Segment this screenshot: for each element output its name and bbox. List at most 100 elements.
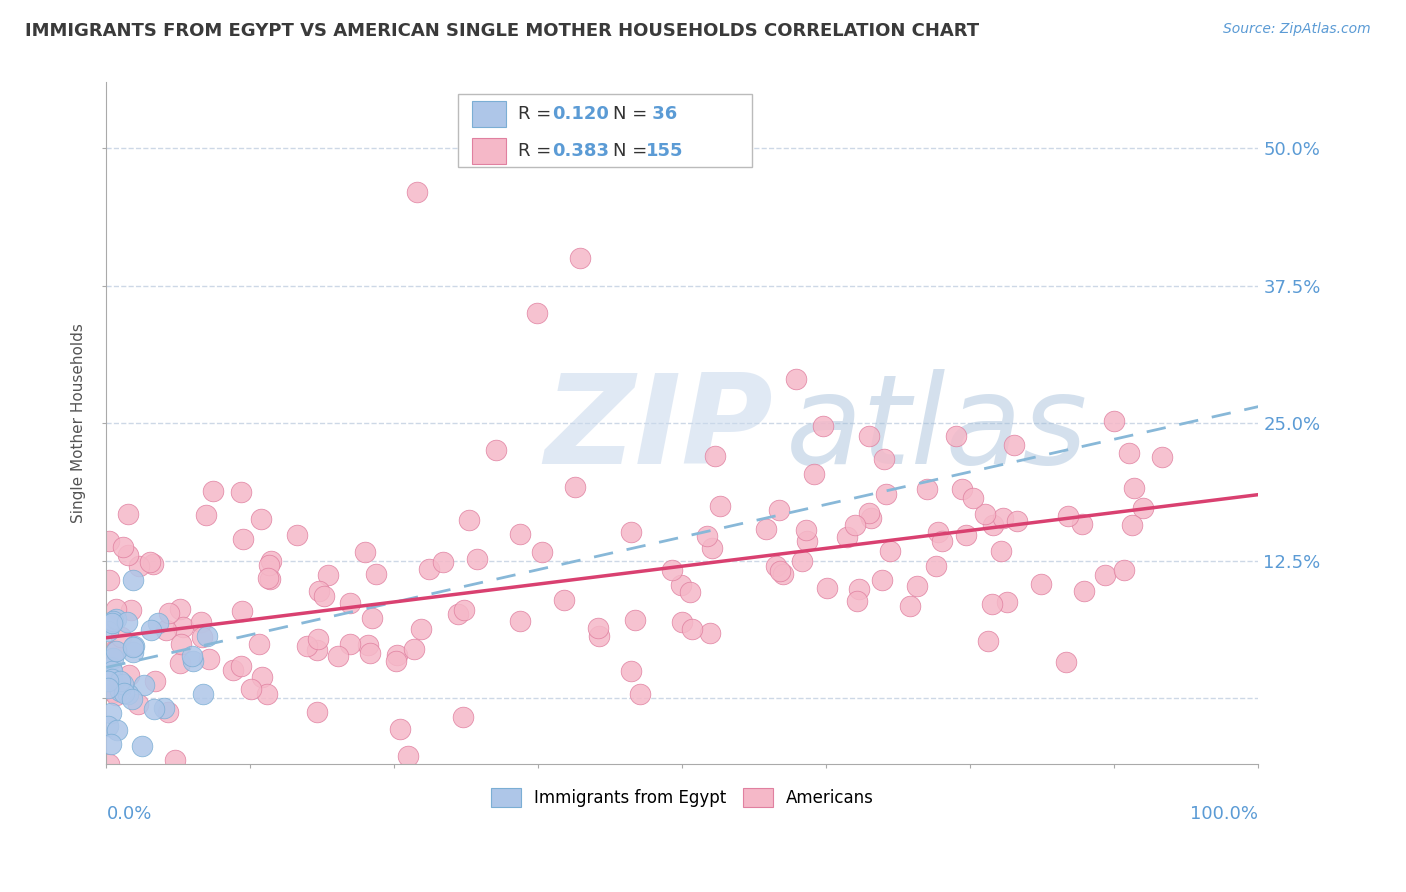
Point: [1150, 450, 1173, 464]
Point: [239, 682, 262, 697]
Point: [699, 625, 721, 640]
Point: [153, 701, 176, 715]
Point: [104, 689, 127, 703]
Text: IMMIGRANTS FROM EGYPT VS AMERICAN SINGLE MOTHER HOUSEHOLDS CORRELATION CHART: IMMIGRANTS FROM EGYPT VS AMERICAN SINGLE…: [25, 22, 980, 40]
Point: [316, 568, 339, 582]
Point: [898, 599, 921, 613]
Point: [447, 607, 470, 622]
Point: [112, 541, 135, 555]
Point: [1054, 655, 1077, 669]
Point: [981, 518, 1004, 533]
Point: [108, 674, 131, 689]
Point: [259, 572, 281, 586]
Point: [671, 578, 693, 592]
Point: [624, 613, 647, 627]
Point: [915, 483, 938, 497]
Point: [143, 702, 166, 716]
Y-axis label: Single Mother Households: Single Mother Households: [72, 323, 86, 523]
Point: [308, 584, 330, 599]
Point: [396, 748, 419, 763]
Point: [1114, 564, 1136, 578]
Text: atlas: atlas: [786, 369, 1088, 491]
Point: [848, 582, 870, 597]
Point: [925, 558, 948, 573]
Point: [1070, 517, 1092, 532]
Point: [172, 620, 194, 634]
Point: [105, 723, 128, 738]
Legend: Immigrants from Egypt, Americans: Immigrants from Egypt, Americans: [484, 781, 880, 814]
Point: [945, 428, 967, 442]
FancyBboxPatch shape: [471, 138, 506, 164]
Point: [97, 757, 120, 772]
Text: R =: R =: [517, 142, 557, 160]
Point: [111, 677, 134, 691]
Point: [256, 687, 278, 701]
Point: [202, 483, 225, 498]
Point: [287, 527, 309, 541]
Text: R =: R =: [517, 105, 557, 123]
Point: [100, 645, 122, 659]
Point: [815, 582, 838, 596]
Point: [388, 722, 411, 736]
Point: [198, 651, 221, 665]
Point: [127, 697, 149, 711]
Point: [620, 524, 643, 539]
Point: [837, 530, 859, 544]
Point: [679, 585, 702, 599]
Point: [873, 451, 896, 466]
Point: [194, 508, 217, 523]
Point: [1123, 481, 1146, 495]
Point: [307, 706, 329, 720]
Point: [307, 632, 329, 647]
Point: [314, 589, 336, 603]
Point: [709, 500, 731, 514]
Point: [195, 629, 218, 643]
Point: [700, 541, 723, 556]
Point: [256, 571, 278, 585]
Point: [1029, 576, 1052, 591]
Point: [586, 621, 609, 635]
Point: [122, 640, 145, 654]
Point: [796, 533, 818, 548]
Point: [100, 616, 122, 631]
Point: [385, 654, 408, 668]
Point: [1094, 568, 1116, 582]
Point: [661, 563, 683, 577]
Point: [981, 597, 1004, 611]
Point: [252, 670, 274, 684]
Point: [108, 683, 131, 698]
Point: [366, 567, 388, 582]
Point: [794, 523, 817, 537]
Point: [101, 673, 124, 687]
Point: [681, 622, 703, 636]
Point: [96, 718, 118, 732]
Point: [229, 658, 252, 673]
Point: [121, 691, 143, 706]
Point: [995, 594, 1018, 608]
Point: [169, 656, 191, 670]
Point: [671, 615, 693, 630]
Point: [531, 545, 554, 559]
Point: [859, 511, 882, 525]
Point: [295, 639, 318, 653]
Point: [250, 512, 273, 526]
Point: [101, 614, 124, 628]
Point: [115, 615, 138, 629]
Point: [121, 645, 143, 659]
Point: [418, 562, 440, 576]
Point: [772, 566, 794, 581]
Point: [169, 602, 191, 616]
Point: [993, 510, 1015, 524]
Point: [163, 753, 186, 767]
Point: [155, 623, 177, 637]
Point: [105, 612, 128, 626]
Point: [100, 660, 122, 674]
Point: [146, 616, 169, 631]
Point: [339, 596, 361, 610]
Point: [97, 533, 120, 548]
Point: [905, 578, 928, 592]
Point: [955, 527, 977, 541]
Point: [142, 558, 165, 572]
Point: [104, 643, 127, 657]
Point: [409, 622, 432, 636]
